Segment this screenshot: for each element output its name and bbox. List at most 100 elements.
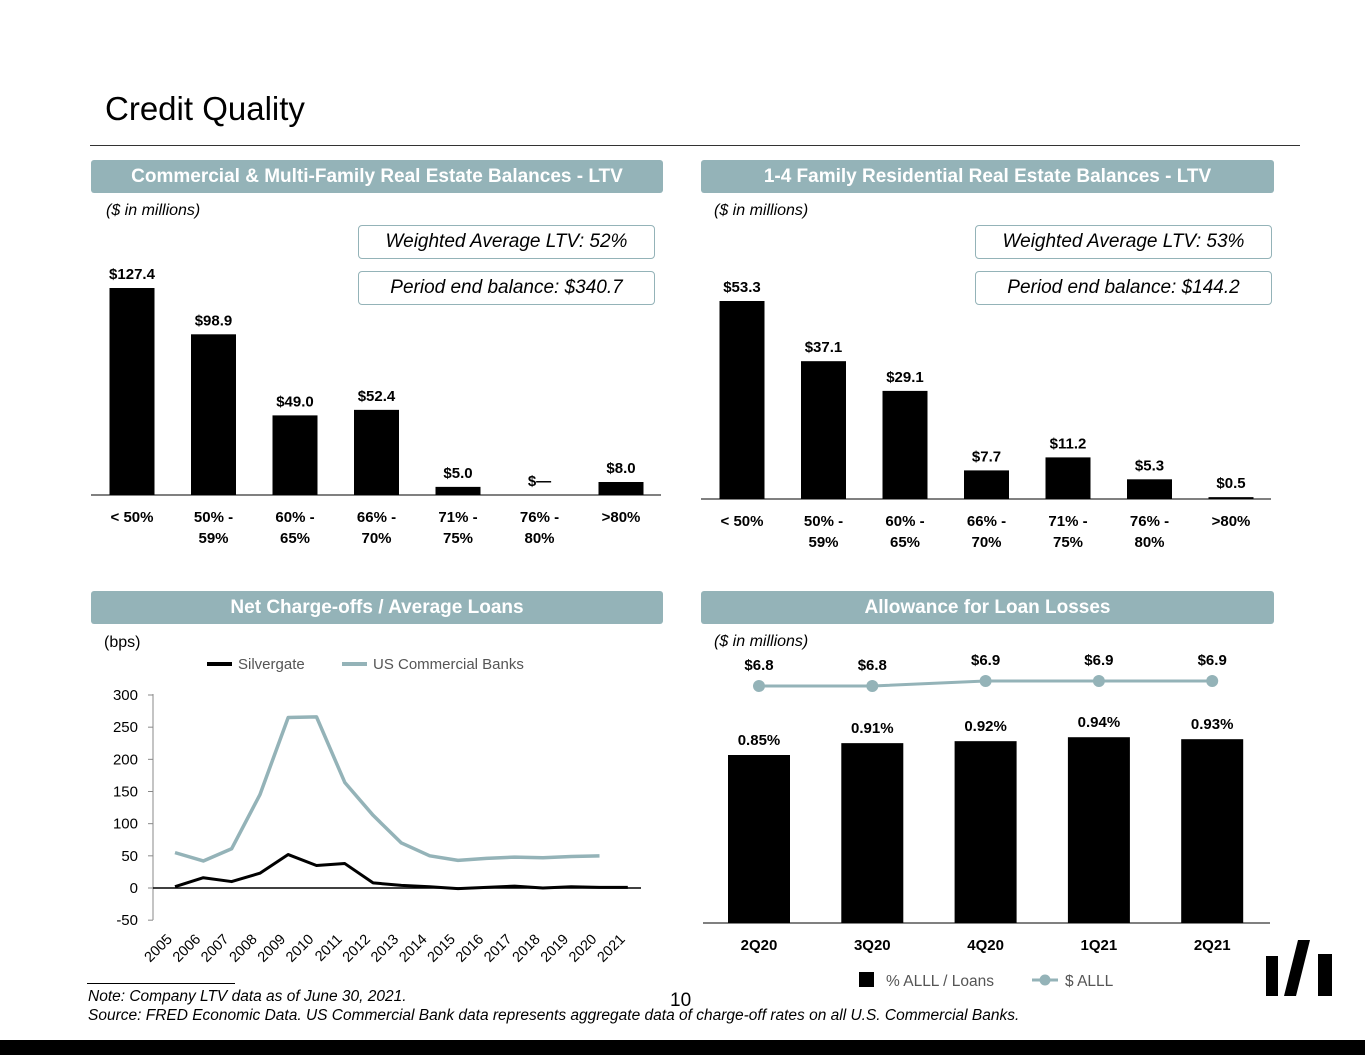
page-number: 10 bbox=[670, 990, 692, 1011]
alll-panel-header: Allowance for Loan Losses bbox=[701, 591, 1274, 624]
resi-bar bbox=[882, 390, 928, 499]
resi-category-label: 75% bbox=[1053, 534, 1083, 551]
alll-bar bbox=[841, 743, 904, 923]
resi-category-label: 76% - bbox=[1130, 513, 1169, 530]
nco-series-line-us-banks bbox=[174, 715, 600, 863]
footnote-note: Note: Company LTV data as of June 30, 20… bbox=[88, 988, 407, 1005]
cre-category-label: 76% - bbox=[520, 509, 559, 526]
cre-category-label: 71% - bbox=[438, 509, 477, 526]
cre-bar bbox=[435, 486, 481, 495]
cre-balance-box: Period end balance: $340.7 bbox=[358, 271, 655, 305]
cre-category-label: 75% bbox=[443, 530, 473, 547]
nco-x-tick-label: 2021 bbox=[594, 932, 628, 966]
cre-data-label: $— bbox=[528, 473, 551, 490]
resi-unit-label: ($ in millions) bbox=[714, 202, 809, 219]
cre-bar bbox=[272, 415, 318, 495]
nco-y-tick-label: 50 bbox=[121, 848, 138, 865]
resi-category-label: 66% - bbox=[967, 513, 1006, 530]
resi-data-label: $0.5 bbox=[1216, 475, 1245, 492]
cre-weighted-ltv-box: Weighted Average LTV: 52% bbox=[358, 225, 655, 259]
cre-bar bbox=[354, 409, 399, 495]
alll-category-label: 2Q21 bbox=[1194, 937, 1231, 954]
nco-x-tick-label: 2014 bbox=[396, 932, 430, 966]
alll-dollar-label: $6.9 bbox=[971, 652, 1000, 669]
alll-dollar-point bbox=[1092, 675, 1105, 687]
resi-data-label: $53.3 bbox=[723, 279, 761, 296]
footnote-source: Source: FRED Economic Data. US Commercia… bbox=[88, 1007, 1020, 1024]
resi-category-label: 60% - bbox=[885, 513, 924, 530]
cre-category-label: < 50% bbox=[111, 509, 154, 526]
cre-category-label: 70% bbox=[361, 530, 391, 547]
alll-category-label: 2Q20 bbox=[741, 937, 778, 954]
cre-data-label: $127.4 bbox=[109, 266, 156, 283]
cre-bar bbox=[109, 288, 155, 495]
cre-data-label: $98.9 bbox=[195, 312, 233, 329]
nco-x-tick-label: 2006 bbox=[170, 932, 204, 966]
resi-data-label: $29.1 bbox=[886, 369, 924, 386]
alll-dollar-point bbox=[1206, 675, 1219, 687]
resi-category-label: 50% - bbox=[804, 513, 843, 530]
resi-panel-header: 1-4 Family Residential Real Estate Balan… bbox=[701, 160, 1274, 193]
alll-dollar-point bbox=[866, 680, 879, 692]
resi-bar bbox=[964, 470, 1009, 499]
resi-bar bbox=[1127, 479, 1172, 499]
resi-weighted-ltv-box: Weighted Average LTV: 53% bbox=[975, 225, 1272, 259]
nco-y-tick-label: -50 bbox=[116, 912, 138, 929]
resi-bar bbox=[719, 301, 765, 499]
nco-legend-label-silvergate: Silvergate bbox=[238, 656, 305, 673]
nco-y-tick-label: 0 bbox=[130, 880, 138, 897]
nco-unit-label: (bps) bbox=[104, 634, 141, 651]
nco-y-tick-label: 300 bbox=[113, 687, 138, 704]
cre-panel-header: Commercial & Multi-Family Real Estate Ba… bbox=[91, 160, 663, 193]
cre-bar bbox=[598, 482, 644, 495]
title-divider bbox=[90, 145, 1300, 146]
nco-series-line-silvergate bbox=[174, 853, 628, 891]
resi-data-label: $37.1 bbox=[805, 339, 843, 356]
nco-x-tick-label: 2013 bbox=[368, 932, 402, 966]
nco-x-tick-label: 2009 bbox=[255, 932, 289, 966]
cre-data-label: $49.0 bbox=[276, 393, 314, 410]
resi-category-label: 59% bbox=[808, 534, 838, 551]
resi-bar bbox=[801, 361, 846, 499]
resi-category-label: 71% - bbox=[1048, 513, 1087, 530]
alll-dollar-label: $6.9 bbox=[1084, 652, 1113, 669]
alll-category-label: 4Q20 bbox=[967, 937, 1004, 954]
alll-bar bbox=[954, 741, 1017, 923]
footnote-divider bbox=[87, 983, 235, 984]
resi-bar bbox=[1045, 457, 1091, 499]
footer-bar bbox=[0, 1040, 1365, 1055]
alll-legend-swatch-pct bbox=[859, 972, 874, 987]
cre-data-label: $5.0 bbox=[443, 465, 472, 482]
resi-category-label: 70% bbox=[971, 534, 1001, 551]
nco-x-tick-label: 2011 bbox=[312, 932, 345, 965]
resi-bar bbox=[1208, 497, 1254, 499]
alll-bar bbox=[728, 755, 790, 923]
cre-data-label: $52.4 bbox=[358, 388, 396, 405]
alll-bar-label: 0.85% bbox=[738, 732, 781, 749]
resi-data-label: $11.2 bbox=[1050, 435, 1087, 452]
page-title: Credit Quality bbox=[105, 90, 305, 127]
alll-category-label: 3Q20 bbox=[854, 937, 891, 954]
cre-category-label: >80% bbox=[602, 509, 641, 526]
nco-x-tick-label: 2017 bbox=[481, 932, 515, 966]
alll-bar-label: 0.91% bbox=[851, 720, 894, 737]
alll-bar bbox=[1181, 739, 1244, 923]
nco-x-tick-label: 2008 bbox=[227, 932, 261, 966]
company-logo-icon bbox=[1266, 940, 1332, 996]
cre-category-label: 50% - bbox=[194, 509, 233, 526]
cre-data-label: $8.0 bbox=[606, 460, 635, 477]
resi-category-label: >80% bbox=[1212, 513, 1251, 530]
nco-y-tick-label: 200 bbox=[113, 751, 138, 768]
alll-bar-label: 0.94% bbox=[1078, 714, 1121, 731]
alll-bar-label: 0.92% bbox=[964, 718, 1007, 735]
resi-balance-box: Period end balance: $144.2 bbox=[975, 271, 1272, 305]
alll-dollar-label: $6.8 bbox=[858, 657, 887, 674]
nco-y-tick-label: 250 bbox=[113, 719, 138, 736]
nco-x-tick-label: 2018 bbox=[510, 932, 544, 966]
alll-dollar-label: $6.8 bbox=[744, 657, 773, 674]
nco-x-tick-label: 2005 bbox=[142, 932, 176, 966]
cre-category-label: 80% bbox=[524, 530, 554, 547]
alll-legend-marker-dollar bbox=[1039, 974, 1051, 986]
nco-y-tick-label: 150 bbox=[113, 784, 138, 801]
